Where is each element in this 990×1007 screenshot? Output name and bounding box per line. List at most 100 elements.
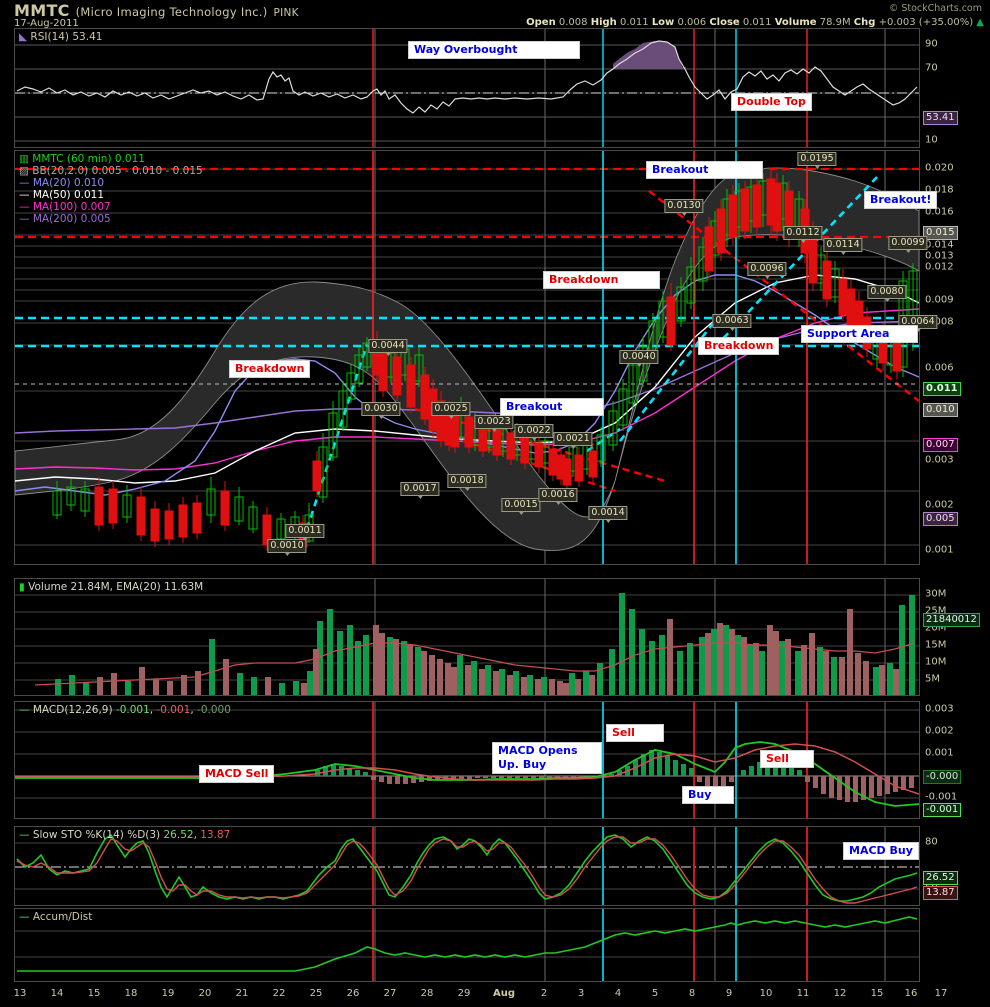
price-point-label: 0.0017 [400,482,440,499]
price-badge-ma200: 0.005 [923,512,958,526]
candlestick-icon: ▥ [19,153,29,165]
annotation-macd-sell-2: Sell [606,724,664,742]
price-point-label: 0.0063 [712,314,752,331]
chg-label: Chg [853,17,876,28]
price-point-label: 0.0015 [501,498,541,515]
price-badge-bb-upper: 0.015 [923,226,958,240]
open-value: 0.008 [558,17,588,28]
volume-current-badge: 21840012 [923,613,980,627]
x-tick: 21 [235,988,249,999]
price-point-label: 0.0080 [867,285,907,302]
stoch-legend-name: Slow STO %K(14) %D(3) [32,829,161,841]
stoch-tick-80: 80 [925,836,938,848]
x-tick: 12 [833,988,847,999]
x-tick: 22 [272,988,286,999]
x-tick-month: Aug [492,988,516,999]
macd-zero-badge: -0.000 [923,770,962,784]
accumdist-legend: — Accum/Dist [19,911,92,923]
price-point-label: 0.0014 [588,506,628,523]
stockcharts-credit: © StockCharts.com [888,3,982,14]
chg-value: +0.003 (+35.00%) [878,17,974,28]
close-label: Close [709,17,740,28]
macd-legend-v1: -0.001 [115,704,150,716]
annotation-breakdown-1: Breakdown [543,271,660,289]
volume-tick-15m: 15M [925,639,947,651]
chg-up-arrow-icon: ▲ [976,17,984,28]
ma20-swatch-icon: — [19,177,30,189]
price-point-label: 0.0021 [553,432,593,449]
price-tick-0001: 0.001 [925,544,954,556]
macd-legend-name: MACD(12,26,9) [32,704,113,716]
symbol-ticker: MMTC [14,1,70,20]
volume-plot [15,579,919,695]
x-tick: 28 [420,988,434,999]
annotation-breakdown-3: Breakdown [229,360,311,378]
annotation-macd-sell-3: Sell [760,750,814,768]
x-tick: 29 [457,988,471,999]
price-tick-0016: 0.016 [925,206,954,218]
price-point-label: 0.0130 [664,199,704,216]
x-tick: 5 [651,988,659,999]
annotation-breakdown-2: Breakdown [698,337,780,355]
rsi-legend: ◣ RSI(14) 53.41 [19,31,102,43]
price-tick-0002: 0.002 [925,499,954,511]
price-tick-0020: 0.020 [925,162,954,174]
macd-tick-0002: 0.002 [925,725,954,737]
rsi-current-badge: 53.41 [923,111,958,125]
price-point-label: 0.0023 [474,415,514,432]
x-tick: 26 [346,988,360,999]
x-tick: 27 [383,988,397,999]
ma200-swatch-icon: — [19,213,30,225]
price-badge-ma20: 0.010 [923,403,958,417]
price-tick-0008: 0.008 [925,316,954,328]
annotation-support-area: Support Area [801,325,918,343]
high-label: High [590,17,617,28]
price-legend-ma100: MA(100) 0.007 [32,201,111,213]
price-point-label: 0.0096 [747,262,787,279]
x-tick: 2 [540,988,548,999]
price-point-label: 0.0011 [285,524,325,541]
rsi-legend-text: RSI(14) 53.41 [30,31,103,43]
low-label: Low [651,17,675,28]
stoch-swatch-icon: — [19,829,30,841]
ma50-swatch-icon: — [19,189,30,201]
price-legend-ma200: MA(200) 0.005 [32,213,111,225]
price-point-label: 0.0016 [538,488,578,505]
stochastic-legend: — Slow STO %K(14) %D(3) 26.52, 13.87 [19,829,231,841]
price-plot [15,151,919,564]
price-tick-0013: 0.013 [925,250,954,262]
quote-bar: Open 0.008 High 0.011 Low 0.006 Close 0.… [526,17,984,28]
x-tick: 8 [688,988,696,999]
x-tick: 10 [759,988,773,999]
price-legend: ▥ MMTC (60 min) 0.011 ▨ BB(20,2.0) 0.005… [19,153,203,225]
price-point-label: 0.0022 [514,424,554,441]
macd-tick-0003: 0.003 [925,703,954,715]
macd-signal-badge: -0.001 [923,803,962,817]
symbol-title: MMTC (Micro Imaging Technology Inc.) PIN… [14,1,299,20]
volume-value: 78.9M [819,17,851,28]
accumdist-legend-text: Accum/Dist [32,911,93,923]
volume-tick-30m: 30M [925,588,947,600]
volume-tick-5m: 5M [925,673,940,685]
price-tick-0018: 0.018 [925,184,954,196]
price-legend-bb: BB(20,2.0) 0.005 - 0.010 - 0.015 [32,165,203,177]
x-tick: 4 [614,988,622,999]
open-label: Open [526,17,556,28]
symbol-company: (Micro Imaging Technology Inc.) [75,5,268,19]
price-tick-0003: 0.003 [925,454,954,466]
low-value: 0.006 [677,17,707,28]
macd-tick-neg0001: -0.001 [925,791,958,803]
volume-label: Volume [774,17,817,28]
bb-icon: ▨ [19,165,29,177]
price-tick-0014: 0.014 [925,239,954,251]
price-point-label: 0.0010 [267,539,307,556]
rsi-tick-70: 70 [925,62,938,74]
price-tick-0012: 0.012 [925,261,954,273]
price-point-label: 0.0030 [361,402,401,419]
x-tick: 13 [13,988,27,999]
price-point-label: 0.0112 [783,226,823,243]
price-legend-ma20: MA(20) 0.010 [32,177,105,189]
stoch-legend-k: 26.52 [163,829,194,841]
close-value: 0.011 [742,17,772,28]
